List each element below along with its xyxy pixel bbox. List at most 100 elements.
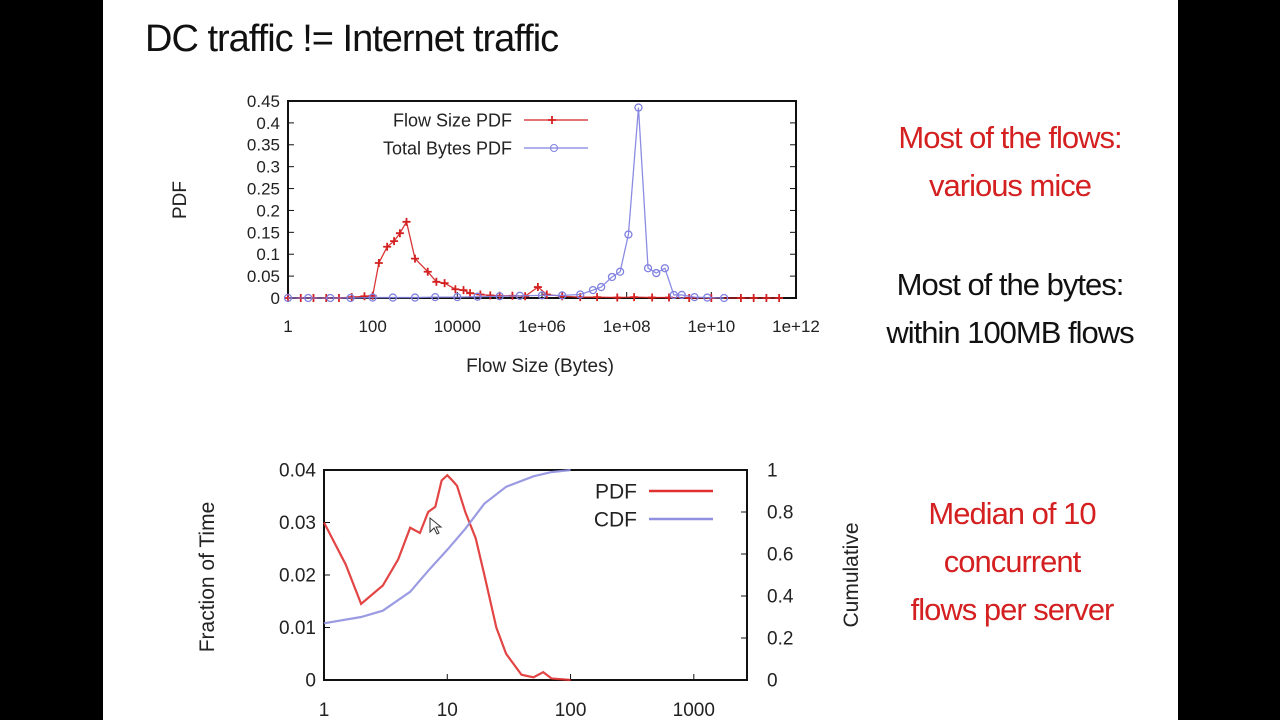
y2-tick-label: 0.8 — [767, 503, 793, 524]
y-tick-label: 0.2 — [256, 201, 280, 220]
data-point — [451, 285, 460, 294]
y-tick-label: 0.4 — [256, 114, 280, 133]
y-tick-label: 0.45 — [247, 92, 280, 111]
data-point — [652, 268, 661, 278]
legend-label: CDF — [594, 508, 637, 531]
chart2-y2label: Cumulative — [840, 522, 863, 627]
data-point — [736, 294, 745, 302]
data-point — [634, 103, 643, 112]
note-line: Most of the bytes: — [896, 267, 1125, 302]
note-line: various mice — [929, 168, 1092, 203]
data-point — [762, 294, 771, 302]
data-point — [533, 283, 542, 292]
data-point — [466, 289, 475, 298]
data-point — [607, 272, 617, 282]
data-point — [304, 293, 313, 303]
data-point — [486, 291, 495, 300]
legend-label: Total Bytes PDF — [383, 138, 512, 158]
data-point — [374, 258, 383, 267]
data-point — [326, 293, 335, 303]
note-flows: Most of the flows: various mice — [850, 114, 1170, 210]
data-point — [588, 285, 598, 295]
data-point — [411, 254, 419, 263]
y-tick-label: 0.35 — [247, 136, 280, 155]
series-line-flow-size-pdf — [288, 220, 780, 299]
data-point — [495, 292, 504, 301]
x-tick-label: 1 — [319, 700, 330, 720]
x-tick-label: 10 — [437, 700, 458, 720]
data-point — [660, 264, 670, 273]
data-point — [615, 267, 625, 276]
note-line: Most of the flows: — [898, 120, 1122, 155]
data-point — [410, 293, 420, 302]
x-tick-label: 1 — [283, 317, 292, 336]
y2-tick-label: 0.4 — [767, 587, 794, 608]
data-point — [383, 242, 392, 251]
note-line: flows per server — [910, 592, 1115, 627]
data-point — [395, 229, 404, 238]
slide-title: DC traffic != Internet traffic — [145, 18, 559, 60]
data-point — [390, 237, 399, 246]
data-point — [388, 293, 398, 302]
data-point — [630, 293, 639, 302]
data-point — [613, 293, 622, 302]
legend-label: Flow Size PDF — [393, 110, 512, 130]
note-line: within 100MB flows — [886, 315, 1134, 350]
data-point — [440, 279, 449, 288]
note-bytes: Most of the bytes: within 100MB flows — [848, 261, 1172, 357]
x-tick-label: 1e+06 — [518, 317, 566, 336]
data-point — [576, 290, 585, 299]
mouse-cursor-icon — [429, 516, 443, 535]
data-point — [368, 293, 377, 302]
y-tick-label: 0.02 — [279, 566, 316, 587]
x-tick-label: 1e+10 — [687, 317, 735, 336]
slide — [103, 0, 1178, 720]
chart2-frame — [323, 469, 748, 681]
x-tick-label: 1e+08 — [603, 317, 651, 336]
y-tick-label: 0.01 — [279, 618, 316, 639]
data-point — [542, 290, 551, 299]
data-point — [283, 293, 293, 303]
legend-marker — [550, 144, 558, 152]
y-tick-label: 0 — [305, 671, 316, 692]
x-tick-label: 10000 — [434, 317, 481, 336]
data-point — [624, 230, 633, 239]
data-point — [593, 293, 602, 302]
y-tick-label: 0.25 — [247, 180, 280, 199]
x-tick-label: 100 — [358, 317, 386, 336]
data-point — [515, 291, 525, 300]
data-point — [597, 282, 606, 292]
data-point — [402, 217, 411, 226]
data-point — [749, 294, 758, 302]
data-point — [648, 293, 657, 302]
note-line: Median of 10 — [928, 496, 1096, 531]
data-point — [643, 264, 653, 273]
chart1-xlabel: Flow Size (Bytes) — [466, 356, 614, 377]
data-point — [719, 293, 729, 303]
data-point — [775, 294, 784, 302]
y-tick-label: 0.03 — [279, 513, 316, 534]
data-point — [703, 293, 712, 302]
chart2-ylabel: Fraction of Time — [196, 502, 219, 653]
y-tick-label: 0.05 — [247, 267, 280, 286]
data-point — [669, 290, 678, 300]
y-tick-label: 0.04 — [279, 461, 316, 482]
y2-tick-label: 0 — [767, 671, 778, 692]
data-point — [685, 294, 694, 302]
data-point — [537, 291, 547, 300]
data-point — [459, 286, 468, 295]
data-point — [690, 292, 699, 302]
data-point — [423, 267, 432, 276]
y-tick-label: 0.1 — [256, 245, 280, 264]
y-tick-label: 0 — [271, 289, 280, 308]
y2-tick-label: 1 — [767, 461, 778, 482]
x-tick-label: 1e+12 — [772, 317, 820, 336]
data-point — [677, 290, 686, 300]
data-point — [473, 292, 482, 301]
legend-marker — [548, 116, 556, 124]
data-point — [558, 291, 567, 300]
note-line: concurrent — [943, 544, 1081, 579]
y-tick-label: 0.3 — [256, 158, 280, 177]
x-tick-label: 1000 — [673, 700, 715, 720]
